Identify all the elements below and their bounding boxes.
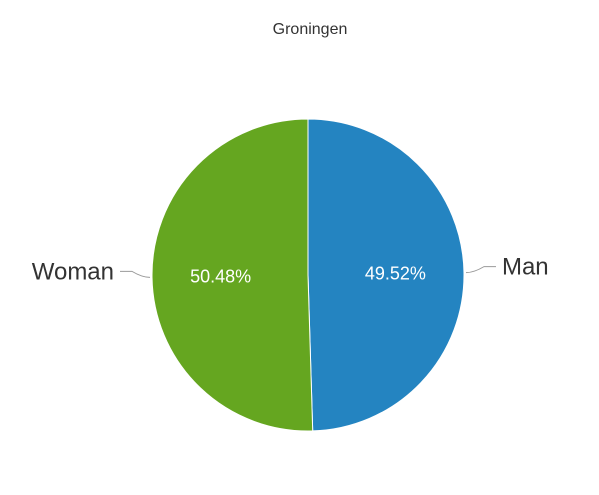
pie-category-label-woman: Woman bbox=[32, 258, 114, 285]
pie-leader-line-man bbox=[465, 266, 496, 274]
pie-value-label-woman: 50.48% bbox=[190, 266, 251, 286]
pie-slice-woman[interactable] bbox=[151, 118, 314, 432]
pie-category-label-man: Man bbox=[502, 254, 549, 281]
pie-leader-line-woman bbox=[120, 270, 151, 278]
pie-slice-man[interactable] bbox=[307, 118, 465, 432]
pie-value-label-man: 49.52% bbox=[365, 264, 426, 284]
chart-title: Groningen bbox=[272, 21, 348, 38]
